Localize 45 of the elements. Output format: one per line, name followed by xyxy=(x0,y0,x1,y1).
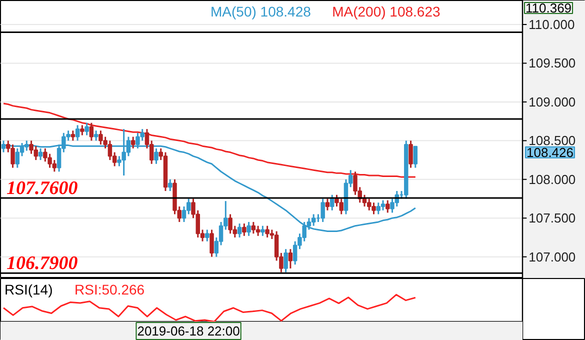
candlestick xyxy=(168,178,172,192)
series-label: RSI:50.266 xyxy=(74,282,145,298)
ref-line-label: 107.7600 xyxy=(6,178,78,199)
candlestick xyxy=(70,130,76,142)
chart-title: RSI(14) xyxy=(4,282,53,298)
candlestick xyxy=(246,221,251,237)
candlestick xyxy=(38,148,43,161)
text: MA(200) 108.623 xyxy=(332,4,440,20)
candlestick xyxy=(380,200,386,212)
candlestick xyxy=(154,148,158,165)
candlestick xyxy=(130,136,136,150)
candlestick xyxy=(408,140,413,169)
candlestick xyxy=(89,122,94,142)
candlestick xyxy=(386,200,390,214)
candlestick xyxy=(210,228,214,258)
candlestick xyxy=(242,222,246,237)
text: 108.426 xyxy=(526,144,574,160)
candlestick xyxy=(260,225,265,237)
ref-line-label: 106.7900 xyxy=(6,253,78,274)
candlestick xyxy=(205,228,210,242)
y-tick-label: 107.500 xyxy=(528,210,576,226)
text: MA(50) 108.428 xyxy=(210,4,312,20)
y-tick-label: 109.500 xyxy=(528,56,576,71)
y-tick-label: 109.000 xyxy=(528,94,576,110)
candlestick xyxy=(284,248,288,274)
candlestick xyxy=(15,148,20,169)
text: 110.369 xyxy=(526,0,572,16)
candlestick xyxy=(84,122,89,136)
text: 2019-06-18 22:00 xyxy=(137,324,240,338)
y-tick-label: 110.000 xyxy=(528,17,575,32)
candlestick xyxy=(80,124,84,136)
candlestick xyxy=(75,124,80,142)
candlestick xyxy=(237,222,242,238)
candlestick xyxy=(256,225,260,237)
candlestick xyxy=(325,198,330,212)
y-tick-label: 108.000 xyxy=(528,172,576,187)
candlestick xyxy=(94,130,98,142)
candlestick xyxy=(413,145,418,169)
candlestick xyxy=(320,198,325,223)
line-series xyxy=(2,102,416,178)
candlestick xyxy=(288,248,293,270)
candlestick xyxy=(330,194,334,212)
y-tick-label: 107.000 xyxy=(528,249,576,264)
candlestick xyxy=(251,221,256,234)
candlestick xyxy=(311,213,316,227)
